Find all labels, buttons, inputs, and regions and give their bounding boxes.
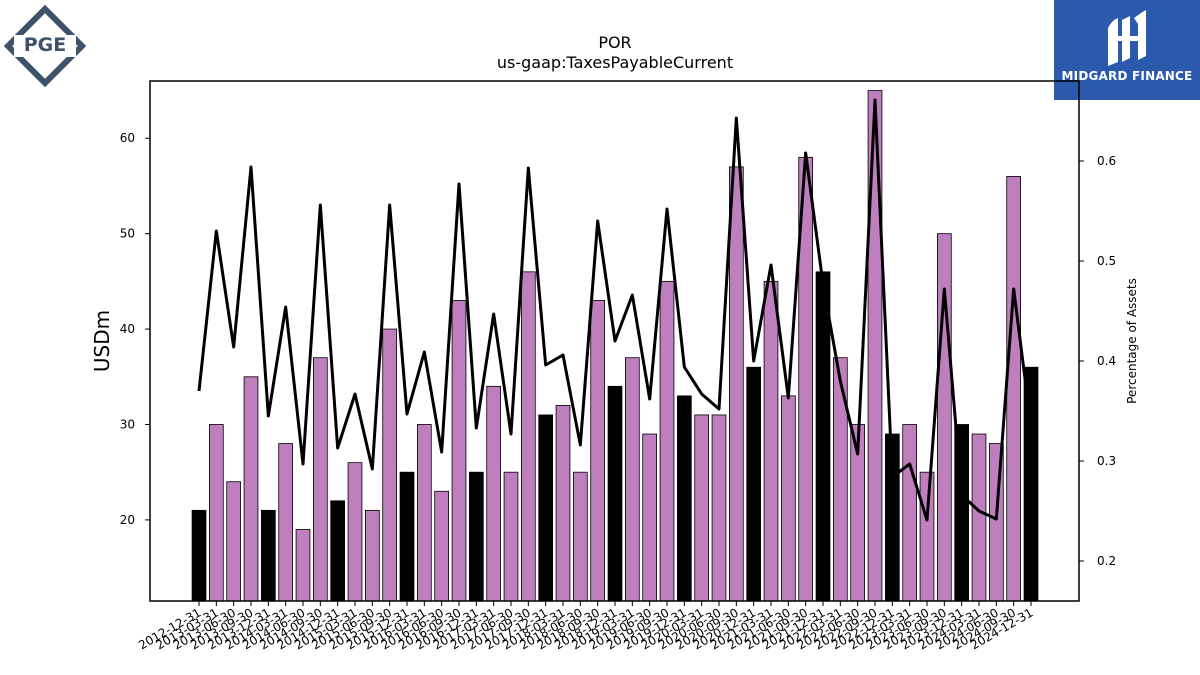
bar-2013-09-30 (243, 376, 259, 602)
bar-2017-09-30 (521, 271, 536, 602)
percentage-of-assets-line (197, 98, 1033, 522)
bar-2015-06-30 (364, 509, 380, 602)
bar-2016-06-30 (434, 490, 450, 602)
bar-2014-03-31 (278, 443, 294, 602)
bar-2023-06-30 (919, 471, 935, 602)
bar-2018-09-30 (590, 300, 605, 602)
bar-2022-09-30 (867, 90, 883, 602)
y2-tick-label: 0.4 (1097, 354, 1116, 368)
bar-2013-12-31 (260, 509, 276, 602)
y2-tick-label: 0.3 (1097, 454, 1116, 468)
bar-2013-06-30 (226, 481, 241, 602)
bar-2021-06-30 (781, 395, 796, 602)
y-tick-label: 40 (120, 322, 135, 336)
bar-2016-12-31 (468, 471, 484, 602)
bar-2019-06-30 (642, 433, 657, 602)
bar-2018-06-30 (573, 471, 588, 602)
bar-2019-09-30 (659, 280, 675, 602)
bar-2017-03-31 (486, 385, 502, 602)
y2-axis-label: Percentage of Assets (1125, 278, 1139, 404)
y-tick-label: 60 (120, 131, 135, 145)
bar-2020-12-31 (746, 366, 761, 602)
pge-logo: PGE (3, 4, 87, 88)
bar-2013-03-31 (208, 424, 224, 602)
y-tick-label: 50 (120, 227, 135, 241)
y2-tick-label: 0.2 (1097, 554, 1116, 568)
y-tick-label: 20 (120, 513, 135, 527)
bar-2014-09-30 (312, 357, 328, 602)
midgard-logo-text: MIDGARD FINANCE (1061, 69, 1193, 83)
bar-2020-03-31 (694, 414, 709, 602)
bar-2015-12-31 (399, 471, 415, 602)
bar-2020-09-30 (729, 166, 744, 602)
bar-2024-09-30 (1006, 176, 1021, 602)
bar-2014-12-31 (330, 500, 346, 602)
chart-title: POR (598, 33, 631, 52)
bar-2018-03-31 (555, 404, 571, 602)
y-tick-label: 30 (120, 417, 135, 431)
bar-2022-03-31 (833, 357, 848, 602)
y2-tick-label: 0.5 (1097, 254, 1116, 268)
bar-2019-12-31 (677, 395, 692, 602)
bar-2015-09-30 (382, 328, 398, 602)
bar-2021-12-31 (815, 271, 831, 602)
y-axis-label: USDm (90, 310, 114, 372)
bar-2012-12-31 (191, 509, 207, 602)
bar-2015-03-31 (347, 462, 363, 602)
bar-2021-03-31 (763, 280, 779, 602)
bar-2020-06-30 (711, 414, 727, 602)
bar-series (191, 90, 1039, 602)
bar-2016-03-31 (416, 424, 432, 602)
y2-tick-label: 0.6 (1097, 154, 1116, 168)
x-axis: 2012-12-312013-03-312013-06-302013-09-30… (136, 601, 1036, 652)
pge-logo-text: PGE (23, 34, 67, 56)
bar-2024-12-31 (1023, 366, 1039, 602)
bar-2018-12-31 (607, 385, 623, 602)
bar-2024-03-31 (971, 433, 987, 602)
y-axis-primary: 20 30 40 50 60 (120, 131, 150, 527)
bar-2014-06-30 (295, 529, 311, 602)
bar-2019-03-31 (625, 357, 640, 602)
midgard-emblem-icon (1108, 10, 1146, 66)
line-series-layer (197, 98, 1033, 522)
y-axis-secondary: 0.2 0.3 0.4 0.5 0.6 (1079, 154, 1116, 568)
bar-2017-06-30 (503, 471, 519, 602)
chart-subtitle: us-gaap:TaxesPayableCurrent (497, 53, 733, 72)
bar-2016-09-30 (451, 300, 467, 602)
bar-2023-03-31 (902, 424, 917, 602)
bar-2017-12-31 (538, 414, 553, 602)
pge-diamond-icon (3, 4, 87, 88)
